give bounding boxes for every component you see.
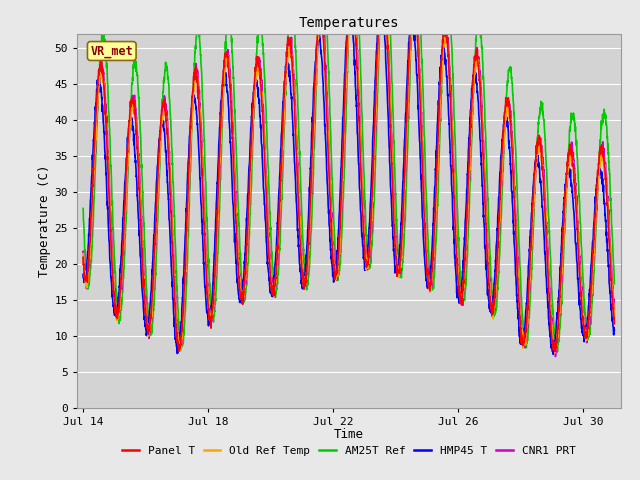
Y-axis label: Temperature (C): Temperature (C) (38, 165, 51, 277)
Text: VR_met: VR_met (90, 45, 133, 58)
Legend: Panel T, Old Ref Temp, AM25T Ref, HMP45 T, CNR1 PRT: Panel T, Old Ref Temp, AM25T Ref, HMP45 … (118, 442, 580, 460)
X-axis label: Time: Time (334, 429, 364, 442)
Title: Temperatures: Temperatures (298, 16, 399, 30)
